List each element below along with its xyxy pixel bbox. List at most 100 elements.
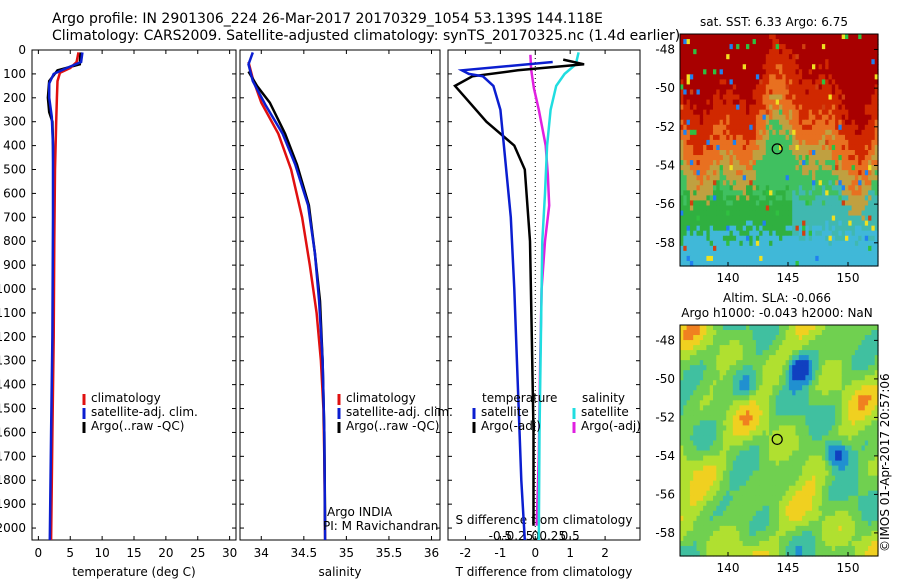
field-cell xyxy=(871,245,876,252)
field-cell xyxy=(851,365,856,371)
field-cell xyxy=(709,89,714,96)
field-cell xyxy=(792,380,797,386)
field-cell xyxy=(828,260,833,267)
field-cell xyxy=(841,74,846,80)
field-cell xyxy=(683,465,688,472)
field-cell xyxy=(831,124,836,131)
field-cell xyxy=(703,124,707,131)
field-cell xyxy=(818,150,823,156)
field-cell xyxy=(762,405,767,411)
field-cell xyxy=(726,430,731,437)
field-cell xyxy=(795,400,800,406)
field-cell xyxy=(868,365,872,371)
field-cell xyxy=(848,104,853,111)
field-cell xyxy=(805,109,810,116)
field-cell xyxy=(841,435,846,442)
field-cell xyxy=(709,210,714,217)
field-cell xyxy=(765,255,770,262)
field-cell xyxy=(815,430,820,437)
field-cell xyxy=(828,200,833,207)
field-cell xyxy=(798,250,803,257)
field-cell xyxy=(821,455,826,462)
field-cell xyxy=(703,360,707,366)
field-cell xyxy=(739,335,744,341)
field-cell xyxy=(765,370,770,376)
field-cell xyxy=(782,230,787,237)
field-cell xyxy=(805,79,810,86)
field-cell xyxy=(838,49,843,55)
field-cell xyxy=(812,375,816,381)
field-cell xyxy=(732,139,737,146)
field-cell xyxy=(772,119,777,126)
field-cell xyxy=(686,49,691,55)
field-cell xyxy=(788,64,793,70)
field-cell xyxy=(772,245,777,252)
field-cell xyxy=(689,365,694,371)
field-cell xyxy=(762,420,767,427)
field-cell xyxy=(808,74,813,80)
field-cell xyxy=(742,215,747,222)
field-cell xyxy=(689,59,694,65)
field-cell xyxy=(755,255,760,262)
field-cell xyxy=(798,39,803,45)
field-cell xyxy=(726,180,731,186)
field-cell xyxy=(821,175,826,181)
field-cell xyxy=(858,155,863,161)
field-cell xyxy=(868,165,872,171)
field-cell xyxy=(752,360,757,366)
field-cell xyxy=(854,215,859,222)
field-cell xyxy=(772,460,777,467)
field-cell xyxy=(798,54,803,60)
field-cell xyxy=(703,195,707,202)
field-cell xyxy=(706,79,711,86)
field-cell xyxy=(686,255,691,262)
field-cell xyxy=(736,74,740,80)
field-cell xyxy=(759,395,764,401)
field-cell xyxy=(821,220,826,227)
field-cell xyxy=(782,39,787,45)
field-cell xyxy=(874,165,879,171)
field-cell xyxy=(709,330,714,336)
field-cell xyxy=(752,79,757,86)
field-cell xyxy=(716,390,721,396)
field-cell xyxy=(732,235,737,242)
field-cell xyxy=(719,250,724,257)
field-cell xyxy=(689,360,694,366)
field-cell xyxy=(693,480,698,487)
field-cell xyxy=(736,84,740,91)
field-cell xyxy=(861,420,866,427)
field-cell xyxy=(742,400,747,406)
field-cell xyxy=(772,430,777,437)
field-cell xyxy=(825,250,830,257)
field-cell xyxy=(716,385,721,391)
field-cell xyxy=(726,360,731,366)
field-cell xyxy=(864,420,869,427)
field-cell xyxy=(845,455,849,462)
field-cell xyxy=(868,455,872,462)
field-cell xyxy=(722,335,727,341)
field-cell xyxy=(835,415,839,422)
field-cell xyxy=(706,190,711,196)
field-cell xyxy=(808,44,813,50)
field-cell xyxy=(736,225,740,232)
field-cell xyxy=(722,185,727,191)
field-cell xyxy=(812,170,816,176)
field-cell xyxy=(749,94,754,101)
field-cell xyxy=(838,225,843,232)
field-cell xyxy=(851,109,856,116)
field-cell xyxy=(722,134,727,141)
field-cell xyxy=(812,445,816,452)
field-cell xyxy=(825,220,830,227)
field-cell xyxy=(792,460,797,467)
field-cell xyxy=(746,230,750,237)
field-cell xyxy=(792,430,797,437)
field-cell xyxy=(831,94,836,101)
field-cell xyxy=(759,114,764,121)
field-cell xyxy=(699,325,704,331)
field-cell xyxy=(861,79,866,86)
field-cell xyxy=(835,150,839,156)
field-cell xyxy=(746,84,750,91)
field-cell xyxy=(795,175,800,181)
field-cell xyxy=(798,84,803,91)
field-cell xyxy=(716,180,721,186)
